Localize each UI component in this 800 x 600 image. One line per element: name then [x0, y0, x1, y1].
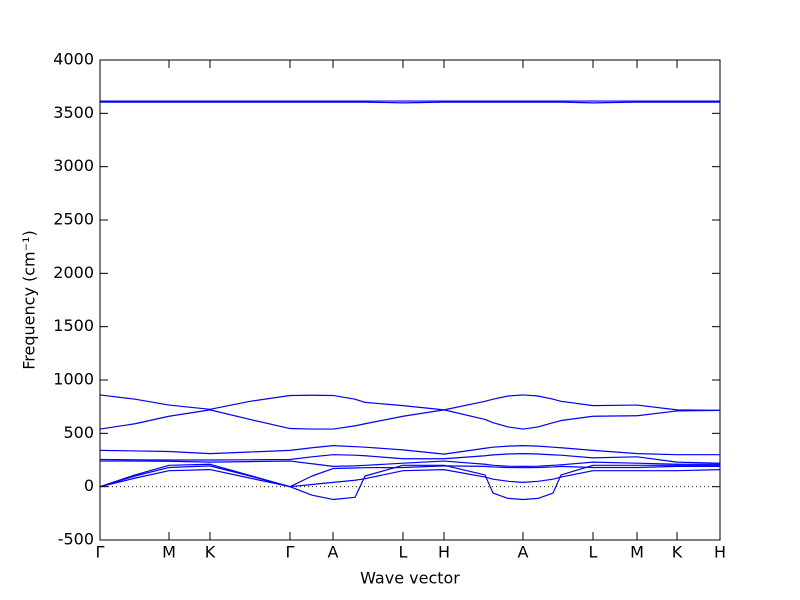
x-tick-label: M — [630, 543, 644, 562]
x-tick-label: Γ — [96, 543, 105, 562]
band-line — [100, 101, 720, 104]
x-tick-label: L — [399, 543, 408, 562]
band-line — [99, 453, 721, 464]
y-tick-label: 2000 — [53, 263, 94, 282]
x-tick-label: K — [205, 543, 216, 562]
x-tick-label: H — [714, 543, 726, 562]
x-axis-label: Wave vector — [360, 569, 460, 588]
x-tick-label: Γ — [286, 543, 295, 562]
plot — [99, 100, 721, 501]
x-tick-label: K — [672, 543, 683, 562]
band-line — [99, 463, 720, 501]
x-tick-label: M — [162, 543, 176, 562]
band-line — [99, 469, 721, 488]
band-line — [99, 409, 721, 430]
x-tick-label: A — [518, 543, 529, 562]
axes-frame — [99, 59, 721, 541]
x-tick-label: A — [328, 543, 339, 562]
y-axis-label: Frequency (cm⁻¹) — [20, 230, 39, 369]
y-tick-label: 3000 — [53, 156, 94, 175]
y-tick-label: 1500 — [53, 316, 94, 335]
y-tick-label: 2500 — [53, 210, 94, 229]
x-tick-label: L — [589, 543, 598, 562]
y-tick-label: 500 — [63, 423, 94, 442]
band-line — [99, 445, 720, 456]
y-tick-label: -500 — [58, 530, 94, 549]
y-tick-label: 4000 — [53, 50, 94, 69]
x-tick-label: H — [438, 543, 450, 562]
y-tick-label: 1000 — [53, 370, 94, 389]
y-tick-label: 3500 — [53, 103, 94, 122]
band-line — [100, 460, 720, 467]
y-tick-label: 0 — [84, 476, 94, 495]
